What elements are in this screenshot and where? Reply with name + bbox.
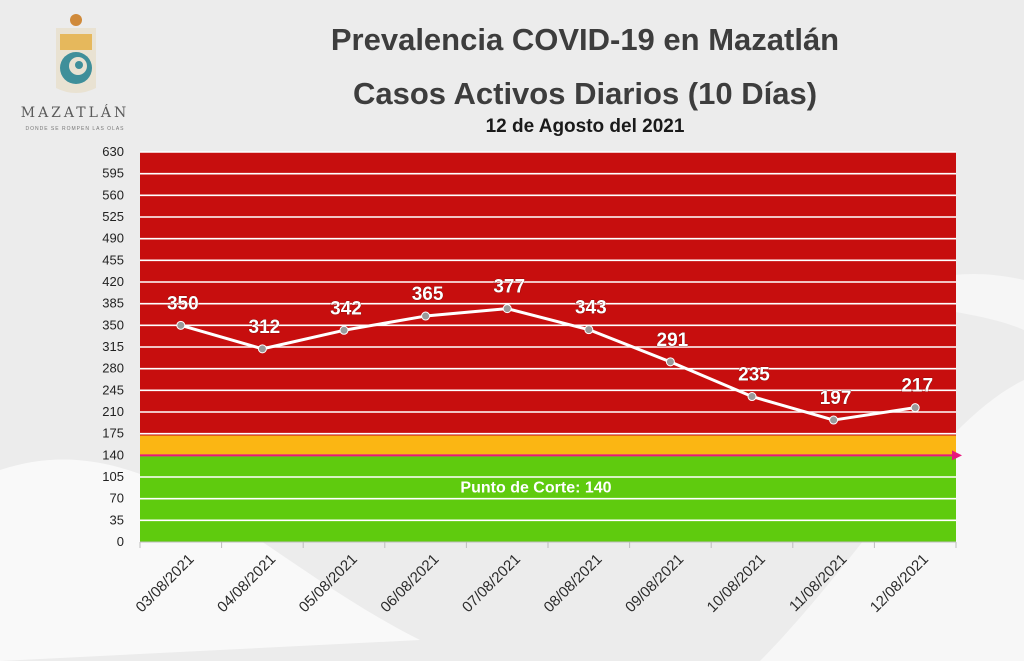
y-tick-label: 105 [102, 469, 124, 484]
band-1 [140, 435, 956, 456]
data-point [747, 392, 757, 402]
data-point [421, 311, 431, 321]
y-tick-label: 630 [102, 144, 124, 159]
y-tick-label: 175 [102, 426, 124, 441]
x-tick-label: 12/08/2021 [867, 551, 932, 616]
logo-name: MAZATLÁN [20, 105, 130, 121]
x-tick-label: 06/08/2021 [377, 551, 442, 616]
data-label: 343 [575, 298, 607, 319]
y-tick-label: 280 [102, 361, 124, 376]
logo-tagline: DONDE SE ROMPEN LAS OLAS [25, 126, 125, 132]
y-tick-label: 350 [102, 317, 124, 332]
y-tick-label: 455 [102, 252, 124, 267]
threshold-arrow-icon [952, 450, 962, 461]
y-tick-label: 525 [102, 209, 124, 224]
data-label: 217 [901, 376, 933, 397]
data-label: 312 [249, 317, 281, 338]
data-point [584, 325, 594, 335]
y-tick-label: 140 [102, 447, 124, 462]
x-tick-label: 08/08/2021 [541, 551, 606, 616]
chart-title: Prevalencia COVID-19 en Mazatlán [330, 22, 840, 57]
x-tick-label: 07/08/2021 [459, 551, 524, 616]
y-tick-label: 0 [117, 534, 124, 549]
y-tick-label: 595 [102, 166, 124, 181]
y-tick-label: 490 [102, 231, 124, 246]
data-point [257, 344, 267, 354]
data-point [665, 357, 675, 367]
data-point [910, 403, 920, 413]
data-point [176, 320, 186, 330]
chart-date: 12 de Agosto del 2021 [485, 116, 685, 137]
mazatlan-logo: MAZATLÁN DONDE SE ROMPEN LAS OLAS [10, 10, 140, 140]
y-tick-label: 420 [102, 274, 124, 289]
y-tick-label: 245 [102, 382, 124, 397]
data-label: 342 [330, 298, 362, 319]
data-point [829, 415, 839, 425]
x-tick-label: 10/08/2021 [704, 551, 769, 616]
data-point [502, 304, 512, 314]
data-point [339, 325, 349, 335]
y-tick-label: 210 [102, 404, 124, 419]
x-tick-label: 11/08/2021 [786, 551, 850, 615]
x-tick-label: 09/08/2021 [622, 551, 687, 616]
y-tick-label: 560 [102, 187, 124, 202]
threshold-label: Punto de Corte: 140 [460, 480, 611, 497]
x-tick-label: 05/08/2021 [296, 551, 361, 616]
y-tick-label: 70 [110, 491, 124, 506]
chart-subtitle: Casos Activos Diarios (10 Días) [352, 76, 818, 111]
data-label: 350 [167, 293, 199, 314]
data-label: 235 [738, 365, 770, 386]
shell-emblem-icon [56, 14, 96, 93]
data-label: 291 [657, 330, 689, 351]
x-tick-label: 04/08/2021 [214, 551, 279, 616]
data-label: 365 [412, 284, 444, 305]
data-label: 377 [493, 277, 525, 298]
x-tick-label: 03/08/2021 [133, 551, 198, 616]
y-tick-label: 35 [110, 512, 124, 527]
data-label: 197 [820, 388, 852, 409]
band-2 [140, 152, 956, 436]
y-tick-label: 315 [102, 339, 124, 354]
series-line [180, 307, 916, 422]
y-tick-label: 385 [102, 296, 124, 311]
